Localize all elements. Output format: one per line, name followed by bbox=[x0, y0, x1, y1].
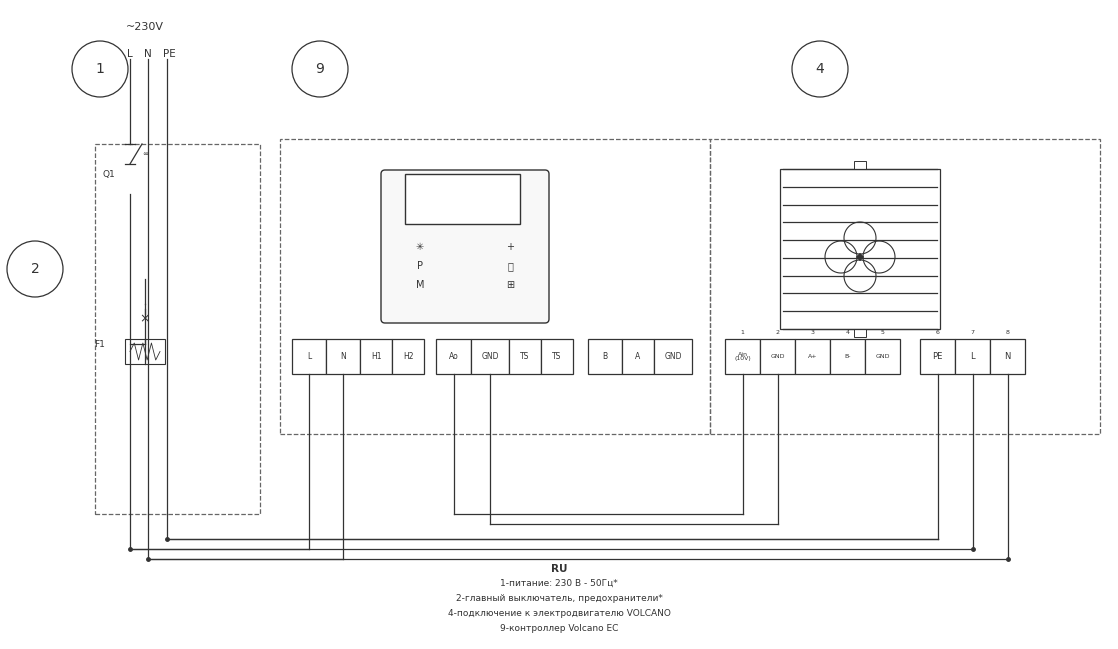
Text: Ao: Ao bbox=[448, 352, 458, 361]
Bar bbox=[360, 339, 392, 374]
Text: GND: GND bbox=[875, 354, 890, 359]
Text: ✳: ✳ bbox=[416, 242, 424, 252]
Bar bbox=[622, 339, 654, 374]
Text: ⏻: ⏻ bbox=[508, 261, 513, 271]
Bar bbox=[509, 339, 541, 374]
Text: A+: A+ bbox=[807, 354, 817, 359]
Text: ⊞: ⊞ bbox=[506, 280, 514, 290]
Text: 8: 8 bbox=[1005, 330, 1010, 334]
Bar bbox=[588, 339, 622, 374]
Text: TS: TS bbox=[552, 352, 561, 361]
Text: M: M bbox=[416, 280, 424, 290]
Bar bbox=[920, 339, 955, 374]
Text: 2: 2 bbox=[776, 330, 779, 334]
Text: 2: 2 bbox=[30, 262, 39, 276]
Text: 2-главный выключатель, предохранители*: 2-главный выключатель, предохранители* bbox=[455, 594, 663, 603]
Text: PE: PE bbox=[162, 49, 176, 59]
Text: RU: RU bbox=[551, 564, 567, 574]
Text: 1: 1 bbox=[95, 62, 104, 76]
Text: H1: H1 bbox=[371, 352, 381, 361]
Text: L: L bbox=[306, 352, 311, 361]
Bar bbox=[760, 339, 795, 374]
FancyBboxPatch shape bbox=[381, 170, 549, 323]
Bar bbox=[710, 139, 1100, 434]
Text: 9-контроллер Volcano EC: 9-контроллер Volcano EC bbox=[500, 624, 618, 633]
Text: A: A bbox=[635, 352, 641, 361]
Bar bbox=[654, 339, 692, 374]
Text: ~230V: ~230V bbox=[126, 22, 164, 32]
Bar bbox=[780, 169, 940, 329]
Text: GND: GND bbox=[664, 352, 682, 361]
Bar bbox=[830, 339, 865, 374]
Bar bbox=[392, 339, 424, 374]
Bar bbox=[854, 161, 866, 169]
Text: H2: H2 bbox=[402, 352, 414, 361]
Bar bbox=[326, 339, 360, 374]
Text: B-: B- bbox=[844, 354, 851, 359]
Text: F1: F1 bbox=[94, 339, 105, 349]
Text: 6: 6 bbox=[936, 330, 939, 334]
Text: N: N bbox=[144, 49, 152, 59]
Text: 9: 9 bbox=[315, 62, 324, 76]
Bar bbox=[795, 339, 830, 374]
Bar bbox=[724, 339, 760, 374]
Text: ×: × bbox=[140, 313, 150, 326]
Text: GND: GND bbox=[481, 352, 499, 361]
Bar bbox=[292, 339, 326, 374]
Text: TS: TS bbox=[520, 352, 530, 361]
Bar bbox=[405, 174, 520, 224]
Text: 7: 7 bbox=[970, 330, 975, 334]
Bar bbox=[436, 339, 471, 374]
Text: ∞: ∞ bbox=[142, 151, 148, 157]
Text: P: P bbox=[417, 261, 423, 271]
Text: 4-подключение к электродвигателю VOLCANO: 4-подключение к электродвигателю VOLCANO bbox=[447, 609, 671, 618]
Text: L: L bbox=[970, 352, 975, 361]
Bar bbox=[854, 329, 866, 337]
Text: 5: 5 bbox=[881, 330, 884, 334]
Bar bbox=[125, 339, 165, 364]
Text: PE: PE bbox=[932, 352, 942, 361]
Text: N: N bbox=[340, 352, 345, 361]
Bar bbox=[991, 339, 1025, 374]
Bar bbox=[865, 339, 900, 374]
Circle shape bbox=[858, 254, 862, 260]
Text: B: B bbox=[603, 352, 607, 361]
Text: L: L bbox=[127, 49, 133, 59]
Bar bbox=[95, 144, 260, 514]
Text: GND: GND bbox=[770, 354, 785, 359]
Text: Q1: Q1 bbox=[102, 169, 115, 178]
Text: N: N bbox=[1004, 352, 1011, 361]
Bar bbox=[471, 339, 509, 374]
Text: 1-питание: 230 В - 50Гц*: 1-питание: 230 В - 50Гц* bbox=[500, 579, 618, 588]
Text: +: + bbox=[506, 242, 514, 252]
Text: 4: 4 bbox=[816, 62, 824, 76]
Text: 4: 4 bbox=[845, 330, 850, 334]
Text: 3: 3 bbox=[811, 330, 815, 334]
Bar bbox=[955, 339, 991, 374]
Text: Ain
(10V): Ain (10V) bbox=[735, 352, 751, 361]
Bar bbox=[280, 139, 710, 434]
Text: 1: 1 bbox=[740, 330, 745, 334]
Bar bbox=[541, 339, 574, 374]
